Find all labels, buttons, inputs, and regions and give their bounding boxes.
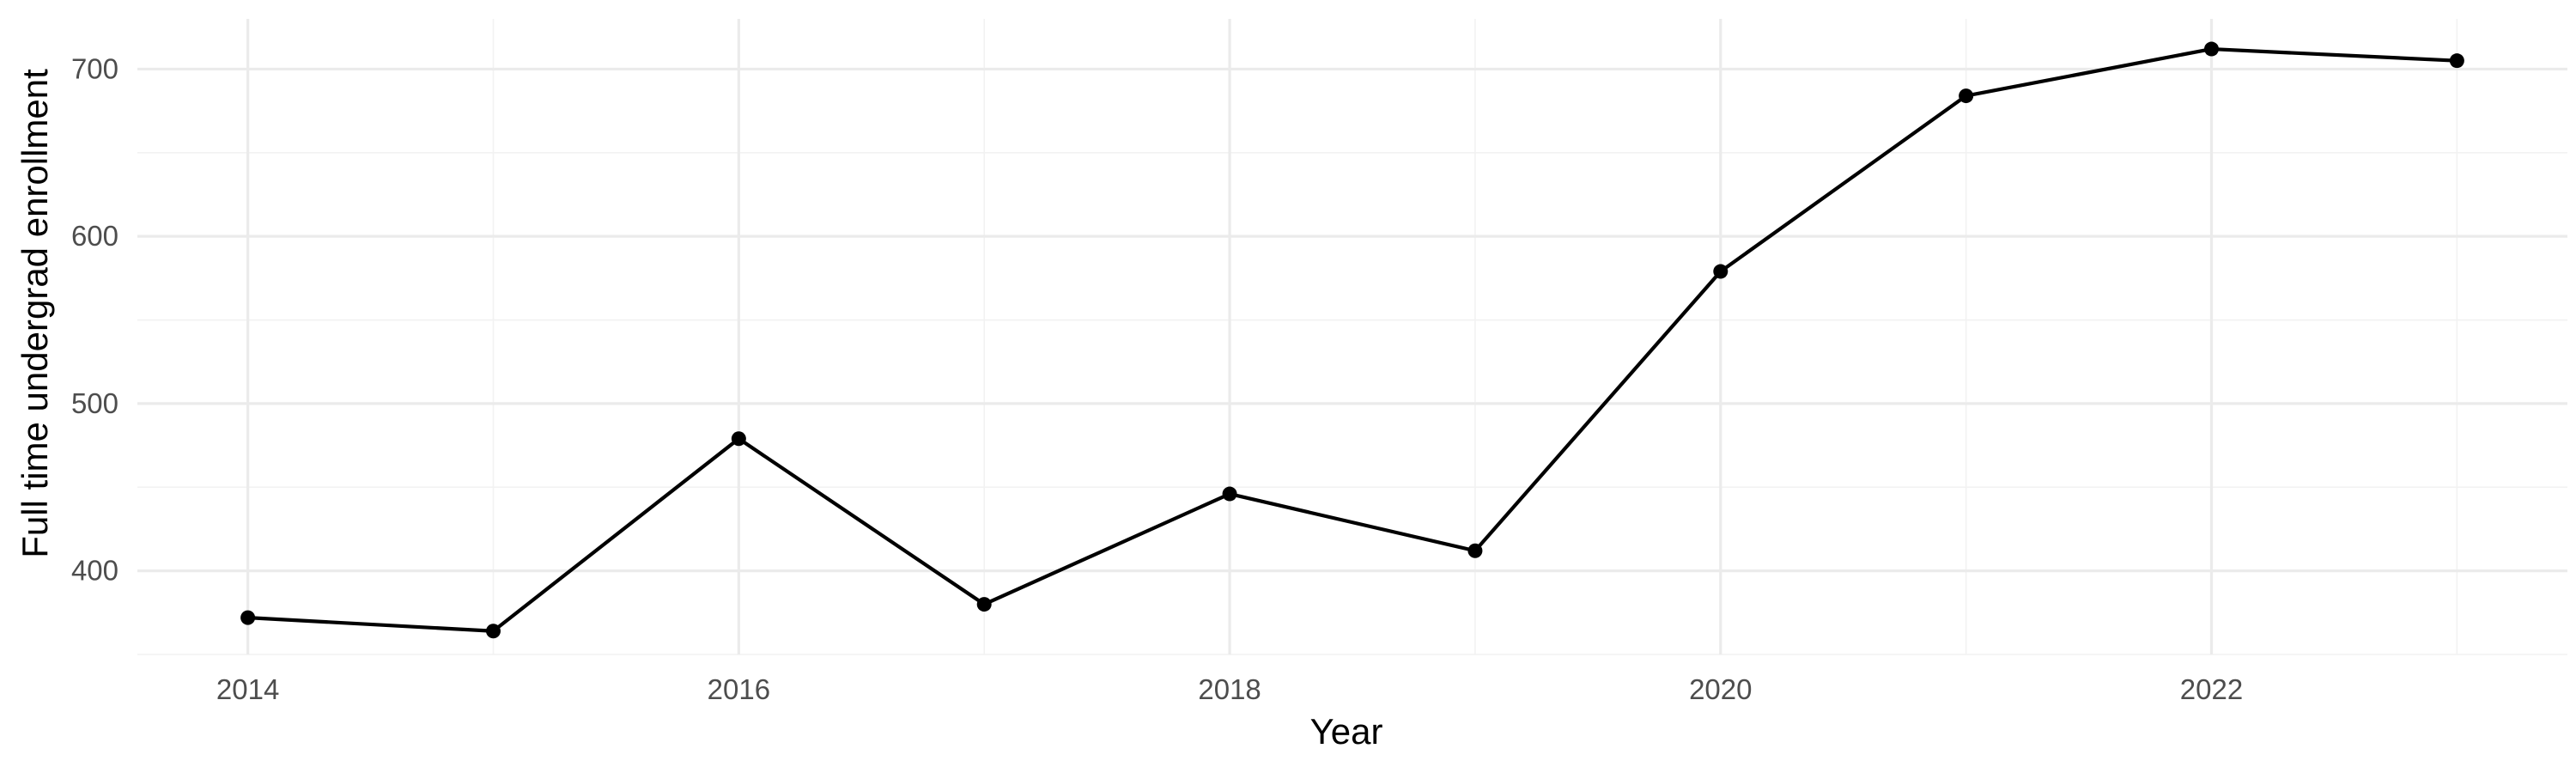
x-axis-ticks: 2014 2016 2018 2020 2022 [216, 673, 2243, 705]
data-point [976, 597, 992, 612]
data-series [240, 41, 2464, 639]
y-tick-label: 600 [71, 220, 118, 252]
x-tick-label: 2020 [1689, 673, 1752, 705]
x-tick-label: 2022 [2180, 673, 2243, 705]
data-point [1959, 88, 1974, 104]
y-axis-title: Full time undergrad enrollment [15, 69, 55, 558]
grid-layer [137, 19, 2567, 655]
data-point [2204, 41, 2220, 57]
data-point [1467, 543, 1483, 558]
data-point [240, 610, 256, 625]
x-axis-title: Year [1310, 711, 1383, 752]
series-line [246, 46, 2459, 633]
x-tick-label: 2014 [216, 673, 279, 705]
data-point [731, 431, 746, 447]
x-tick-label: 2018 [1198, 673, 1261, 705]
data-point [485, 624, 501, 639]
x-tick-label: 2016 [708, 673, 770, 705]
data-point [2449, 53, 2464, 69]
y-axis-ticks: 400 500 600 700 [71, 52, 118, 586]
y-tick-label: 400 [71, 555, 118, 587]
y-tick-label: 700 [71, 52, 118, 84]
y-tick-label: 500 [71, 387, 118, 419]
data-point [1222, 486, 1237, 502]
data-point [1713, 264, 1728, 279]
